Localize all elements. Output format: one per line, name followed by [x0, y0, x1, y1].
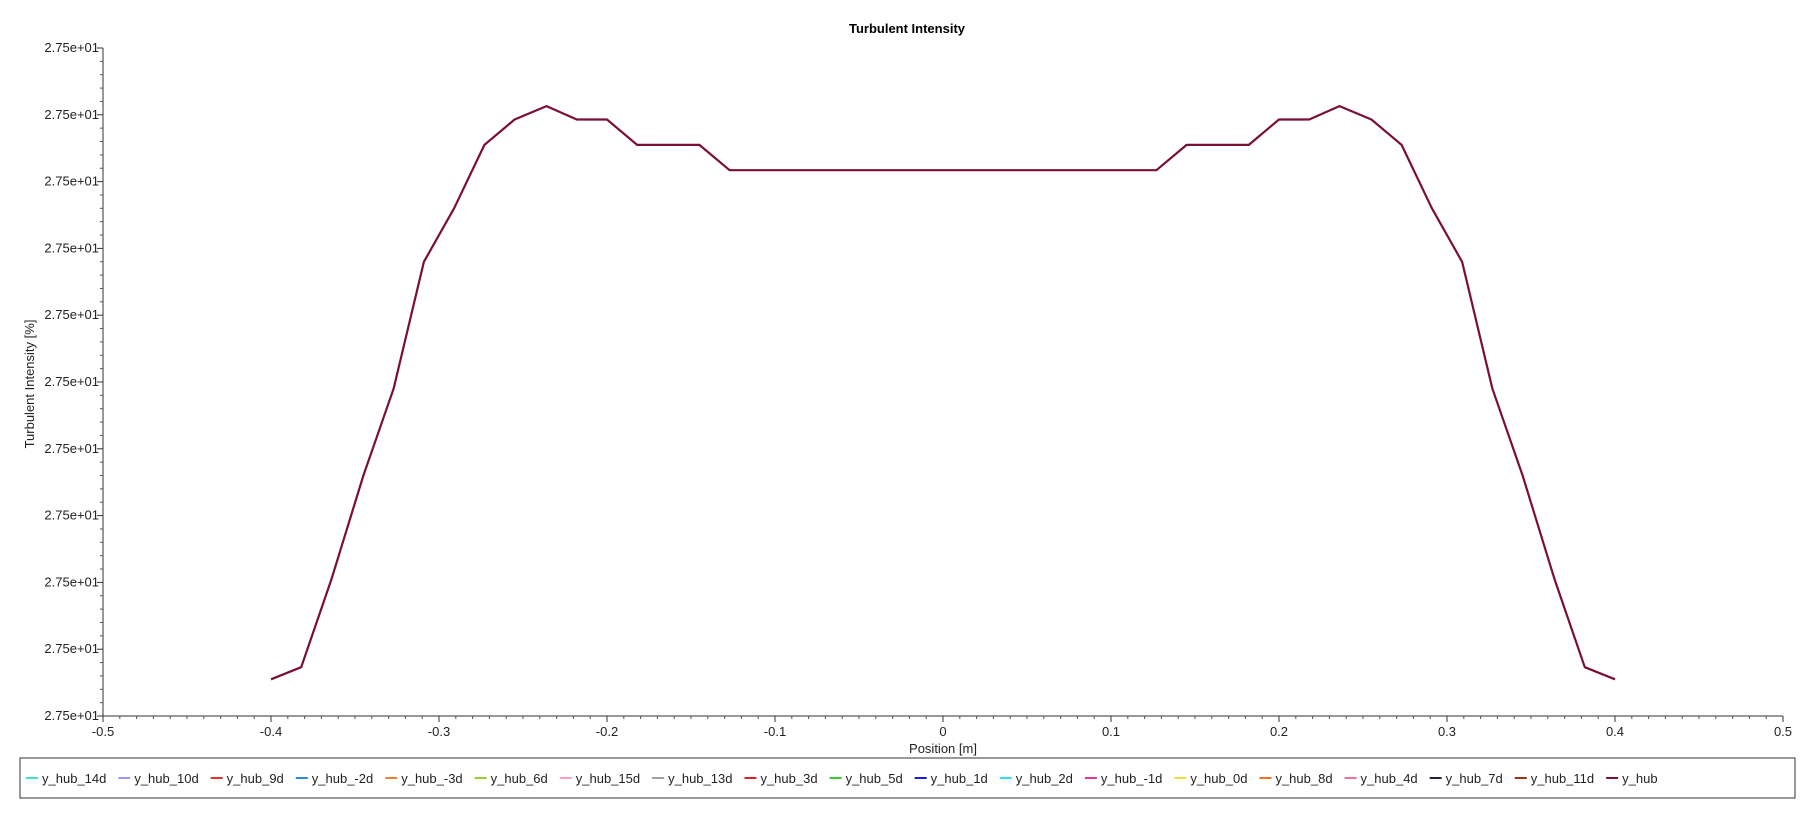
y-tick-label: 2.75e+01 [44, 307, 99, 322]
legend-label: y_hub_-1d [1101, 771, 1162, 786]
y-tick-label: 2.75e+01 [44, 40, 99, 55]
series-line-y_hub [270, 104, 1616, 681]
x-tick-label: -0.2 [596, 724, 618, 739]
legend-label: y_hub_10d [134, 771, 198, 786]
legend-label: y_hub_14d [42, 771, 106, 786]
y-axis-title: Turbulent Intensity [%] [22, 320, 37, 449]
legend-item: y_hub_2d [999, 771, 1073, 786]
legend-item: y_hub_13d [652, 771, 732, 786]
legend-label: y_hub_9d [227, 771, 284, 786]
legend-label: y_hub_13d [668, 771, 732, 786]
legend-item: y_hub_15d [559, 771, 640, 786]
legend-label: y_hub_6d [491, 771, 548, 786]
x-tick-label: 0.3 [1438, 724, 1456, 739]
legend-item: y_hub_5d [829, 771, 903, 786]
chart-title: Turbulent Intensity [849, 21, 966, 36]
legend-label: y_hub_7d [1446, 771, 1503, 786]
legend-item: y_hub_14d [26, 771, 106, 786]
legend-label: y_hub_-2d [312, 771, 373, 786]
x-tick-label: 0 [939, 724, 946, 739]
y-tick-label: 2.75e+01 [44, 574, 99, 589]
x-tick-label: -0.5 [92, 724, 114, 739]
legend-label: y_hub [1622, 771, 1657, 786]
legend-label: y_hub_15d [576, 771, 640, 786]
legend-item: y_hub_7d [1429, 771, 1503, 786]
legend-label: y_hub_-3d [401, 771, 462, 786]
legend: y_hub_14d y_hub_10d y_hub_9d y_hub_-2d y_hub… [19, 757, 1796, 799]
legend-item: y_hub_-2d [295, 771, 373, 786]
legend-box [19, 757, 1796, 799]
x-tick-label: 0.5 [1774, 724, 1792, 739]
legend-item: y_hub_9d [210, 771, 284, 786]
x-tick-label: -0.1 [764, 724, 786, 739]
legend-item: y_hub_-3d [385, 771, 463, 786]
series-layer [270, 104, 1616, 681]
legend-item: y_hub_10d [118, 771, 199, 786]
y-tick-label: 2.75e+01 [44, 641, 99, 656]
legend-item: y_hub_0d [1174, 771, 1247, 786]
legend-label: y_hub_0d [1190, 771, 1247, 786]
x-tick-label: 0.2 [1270, 724, 1288, 739]
legend-label: y_hub_11d [1531, 771, 1594, 786]
legend-item: y_hub_11d [1514, 771, 1594, 786]
x-axis-title: Position [m] [909, 741, 977, 756]
y-tick-label: 2.75e+01 [44, 374, 99, 389]
legend-label: y_hub_8d [1275, 771, 1332, 786]
legend-item: y_hub_4d [1344, 771, 1418, 786]
x-tick-label: -0.3 [428, 724, 450, 739]
y-tick-label: 2.75e+01 [44, 174, 99, 189]
legend-item: y_hub_-1d [1084, 771, 1162, 786]
y-tick-label: 2.75e+01 [44, 240, 99, 255]
axes: -0.5 -0.4 -0.3 -0.2 -0.1 0 0.1 0.2 0.3 0.4 0.5 2.75… [44, 40, 1792, 739]
x-tick-label: 0.1 [1102, 724, 1120, 739]
legend-label: y_hub_3d [760, 771, 817, 786]
legend-label: y_hub_4d [1361, 771, 1418, 786]
legend-item: y_hub_3d [744, 771, 818, 786]
y-tick-label: 2.75e+01 [44, 107, 99, 122]
legend-item: y_hub_8d [1259, 771, 1333, 786]
legend-item: y_hub_1d [914, 771, 988, 786]
y-tick-label: 2.75e+01 [44, 508, 99, 523]
x-tick-label: -0.4 [260, 724, 282, 739]
legend-label: y_hub_2d [1016, 771, 1073, 786]
y-tick-label: 2.75e+01 [44, 441, 99, 456]
legend-item: y_hub_6d [474, 771, 548, 786]
legend-label: y_hub_1d [931, 771, 988, 786]
legend-item: y_hub [1606, 771, 1658, 786]
x-tick-label: 0.4 [1606, 724, 1624, 739]
legend-label: y_hub_5d [846, 771, 903, 786]
y-tick-label: 2.75e+01 [44, 708, 99, 723]
